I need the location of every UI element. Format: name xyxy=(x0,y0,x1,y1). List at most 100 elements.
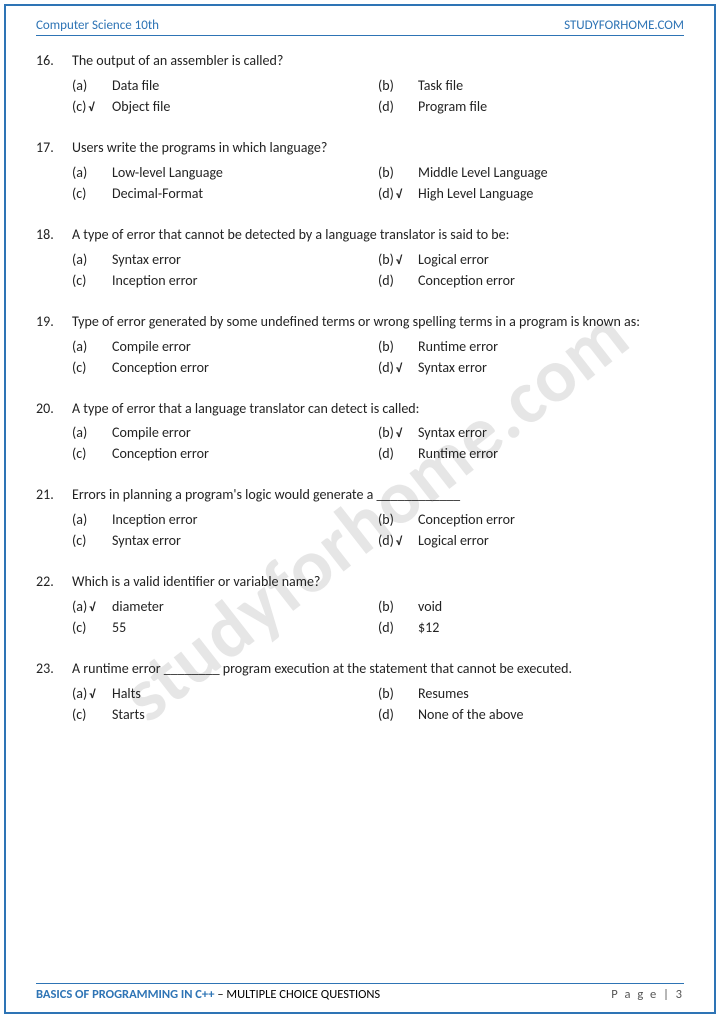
option-letter: (a) xyxy=(72,251,87,268)
option-text: Program file xyxy=(418,98,684,115)
option-label: (a) xyxy=(72,511,112,528)
option-letter: (a) xyxy=(72,685,87,702)
option-text: Compile error xyxy=(112,338,378,355)
header-right: STUDYFORHOME.COM xyxy=(564,18,684,33)
question-text: Users write the programs in which langua… xyxy=(72,139,684,158)
option: (d)√Syntax error xyxy=(378,359,684,376)
option: (d)√High Level Language xyxy=(378,185,684,202)
option-row: (c)Decimal-Format(d)√High Level Language xyxy=(72,185,684,202)
option-label: (d) xyxy=(378,619,418,636)
option-letter: (c) xyxy=(72,185,86,202)
option-letter: (d) xyxy=(378,445,394,462)
option: (c)Starts xyxy=(72,706,378,723)
question-row: 23.A runtime error ________ program exec… xyxy=(36,660,684,679)
option-text: Conception error xyxy=(112,445,378,462)
footer-page-number: P a g e | 3 xyxy=(611,987,684,1002)
option-row: (a)Inception error(b) Conception error xyxy=(72,511,684,528)
option: (d)$12 xyxy=(378,619,684,636)
check-icon: √ xyxy=(89,601,95,615)
option-text: Low-level Language xyxy=(112,164,378,181)
question: 21.Errors in planning a program's logic … xyxy=(36,486,684,549)
question-row: 22.Which is a valid identifier or variab… xyxy=(36,573,684,592)
option-label: (a) xyxy=(72,251,112,268)
option: (a)√Halts xyxy=(72,685,378,702)
option: (b)√Logical error xyxy=(378,251,684,268)
question-number: 17. xyxy=(36,139,72,158)
option-text: void xyxy=(418,598,684,615)
question-number: 23. xyxy=(36,660,72,679)
option: (d)Conception error xyxy=(378,272,684,289)
option-label: (c) xyxy=(72,619,112,636)
footer: BASICS OF PROGRAMMING IN C++ – MULTIPLE … xyxy=(36,983,684,1002)
option-row: (a)Compile error(b) Runtime error xyxy=(72,338,684,355)
option-label: (a) xyxy=(72,77,112,94)
option: (d)Runtime error xyxy=(378,445,684,462)
option-text: Logical error xyxy=(418,532,684,549)
option-text: diameter xyxy=(112,598,378,615)
question: 19.Type of error generated by some undef… xyxy=(36,313,684,376)
option-text: Object file xyxy=(112,98,378,115)
option-letter: (c) xyxy=(72,706,86,723)
option-text: Halts xyxy=(112,685,378,702)
option: (a)Syntax error xyxy=(72,251,378,268)
option-text: Runtime error xyxy=(418,338,684,355)
question-row: 21.Errors in planning a program's logic … xyxy=(36,486,684,505)
option-label: (d)√ xyxy=(378,359,418,376)
option: (b)Middle Level Language xyxy=(378,164,684,181)
check-icon: √ xyxy=(88,101,94,115)
content: studyforhome.com 16.The output of an ass… xyxy=(36,36,684,983)
option-label: (d) xyxy=(378,98,418,115)
option-text: Conception error xyxy=(418,511,684,528)
options: (a)Syntax error(b)√Logical error(c)Incep… xyxy=(72,251,684,289)
question-row: 20.A type of error that a language trans… xyxy=(36,400,684,419)
check-icon: √ xyxy=(396,427,402,441)
option-letter: (d) xyxy=(378,359,394,376)
question-row: 18.A type of error that cannot be detect… xyxy=(36,226,684,245)
option: (a)Inception error xyxy=(72,511,378,528)
question-number: 20. xyxy=(36,400,72,419)
option-text: Syntax error xyxy=(418,424,684,441)
option-label: (b) xyxy=(378,598,418,615)
question-number: 19. xyxy=(36,313,72,332)
option: (d)√Logical error xyxy=(378,532,684,549)
option-label: (b) xyxy=(378,77,418,94)
option-letter: (d) xyxy=(378,98,394,115)
option-label: (b)√ xyxy=(378,251,418,268)
option-row: (c) Conception error(d)Runtime error xyxy=(72,445,684,462)
check-icon: √ xyxy=(396,535,402,549)
question-text: The output of an assembler is called? xyxy=(72,52,684,71)
option-label: (a)√ xyxy=(72,598,112,615)
option-label: (d)√ xyxy=(378,532,418,549)
option-letter: (a) xyxy=(72,424,87,441)
question-text: Errors in planning a program's logic wou… xyxy=(72,486,684,505)
option-label: (a) xyxy=(72,424,112,441)
question-number: 18. xyxy=(36,226,72,245)
check-icon: √ xyxy=(396,254,402,268)
option-letter: (a) xyxy=(72,598,87,615)
option-label: (a)√ xyxy=(72,685,112,702)
option-label: (c) xyxy=(72,359,112,376)
option-letter: (b) xyxy=(378,164,394,181)
footer-subtitle: – MULTIPLE CHOICE QUESTIONS xyxy=(215,987,381,1002)
option-label: (a) xyxy=(72,338,112,355)
options: (a)√Halts(b)Resumes(c)Starts(d)None of t… xyxy=(72,685,684,723)
option-text: Conception error xyxy=(418,272,684,289)
option: (b) void xyxy=(378,598,684,615)
option-letter: (d) xyxy=(378,706,394,723)
option-letter: (b) xyxy=(378,338,394,355)
option-text: Logical error xyxy=(418,251,684,268)
option-label: (c) xyxy=(72,272,112,289)
option-letter: (a) xyxy=(72,164,87,181)
header: Computer Science 10th STUDYFORHOME.COM xyxy=(36,18,684,36)
option-letter: (b) xyxy=(378,598,394,615)
option-letter: (d) xyxy=(378,185,394,202)
option-letter: (c) xyxy=(72,445,86,462)
option-row: (a)Compile error(b)√Syntax error xyxy=(72,424,684,441)
option-letter: (c) xyxy=(72,359,86,376)
header-left: Computer Science 10th xyxy=(36,18,159,33)
option-row: (c)55(d)$12 xyxy=(72,619,684,636)
option-letter: (b) xyxy=(378,511,394,528)
option-label: (b) xyxy=(378,164,418,181)
option: (b) Conception error xyxy=(378,511,684,528)
question-number: 21. xyxy=(36,486,72,505)
